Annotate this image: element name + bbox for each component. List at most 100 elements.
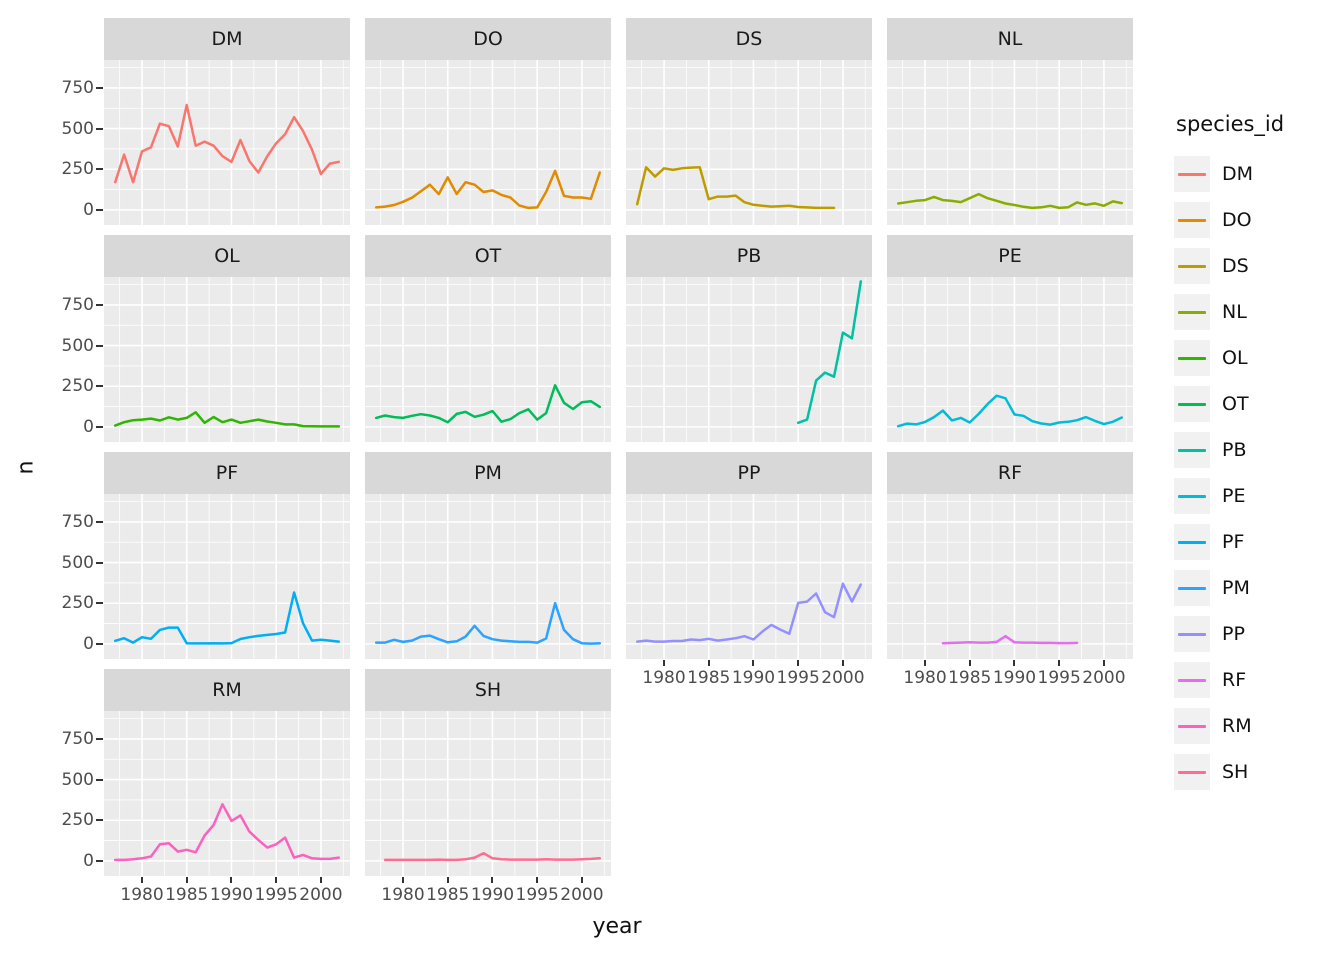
legend-label: PM — [1222, 577, 1250, 599]
facet-strip-OT: OT — [365, 235, 611, 277]
panel-PP — [626, 494, 872, 659]
x-tick-label: 1980 — [903, 668, 947, 688]
legend-item-DO: DO — [1174, 202, 1340, 238]
x-tick-mark — [141, 877, 144, 883]
legend-key-swatch — [1174, 202, 1210, 238]
y-tick-label: 250 — [61, 376, 94, 397]
legend-label: SH — [1222, 761, 1249, 783]
legend-key-swatch — [1174, 156, 1210, 192]
y-tick-label: 750 — [61, 77, 94, 98]
legend-label: OL — [1222, 347, 1248, 369]
series-line-PP — [635, 582, 863, 643]
x-tick-label: 1990 — [731, 668, 776, 688]
panel-RM — [104, 711, 350, 876]
series-line-DS — [635, 166, 836, 210]
y-tick-mark — [96, 127, 103, 130]
legend-key-swatch — [1174, 294, 1210, 330]
x-tick-mark — [1102, 660, 1105, 666]
y-tick-mark — [96, 602, 103, 605]
x-tick-label: 1980 — [642, 668, 686, 688]
legend-label: PF — [1222, 531, 1245, 553]
panel-SH — [365, 711, 611, 876]
legend-item-OL: OL — [1174, 340, 1340, 376]
legend-item-DM: DM — [1174, 156, 1340, 192]
y-tick-mark — [96, 86, 103, 89]
legend-line-icon — [1178, 724, 1206, 728]
legend-item-PM: PM — [1174, 570, 1340, 606]
x-tick-mark — [580, 877, 583, 883]
panel-NL — [887, 60, 1133, 225]
x-tick-label: 1995 — [254, 885, 298, 905]
series-line-DO — [374, 169, 602, 210]
legend-key-swatch — [1174, 616, 1210, 652]
panel-OT — [365, 277, 611, 442]
legend-label: RM — [1222, 715, 1252, 737]
legend-label: DO — [1222, 209, 1252, 231]
y-tick-label: 250 — [61, 593, 94, 614]
legend-label: OT — [1222, 393, 1249, 415]
legend-label: PP — [1222, 623, 1245, 645]
facet-strip-OL: OL — [104, 235, 350, 277]
y-tick-mark — [96, 425, 103, 428]
y-tick-mark — [96, 168, 103, 171]
x-tick-mark — [968, 660, 971, 666]
y-tick-mark — [96, 561, 103, 564]
legend-item-RM: RM — [1174, 708, 1340, 744]
x-tick-label: 1995 — [1037, 668, 1081, 688]
facet-strip-RF: RF — [887, 452, 1133, 494]
y-tick-label: 500 — [61, 769, 94, 790]
legend-label: NL — [1222, 301, 1247, 323]
facet-strip-PE: PE — [887, 235, 1133, 277]
x-tick-label: 2000 — [560, 885, 604, 905]
legend-item-SH: SH — [1174, 754, 1340, 790]
facet-strip-PB: PB — [626, 235, 872, 277]
legend-line-icon — [1178, 586, 1206, 590]
x-tick-mark — [707, 660, 710, 666]
legend-line-icon — [1178, 264, 1206, 268]
y-axis-title: n — [13, 460, 39, 475]
panel-PM — [365, 494, 611, 659]
y-tick-mark — [96, 778, 103, 781]
panel-PF — [104, 494, 350, 659]
y-tick-mark — [96, 737, 103, 740]
series-line-PB — [796, 280, 863, 425]
x-tick-label: 1985 — [948, 668, 992, 688]
legend: species_id DM DO DS NL OL OT PB PE PF PM PP RF RM SH — [1174, 112, 1340, 790]
legend-line-icon — [1178, 172, 1206, 176]
y-tick-label: 0 — [83, 199, 94, 220]
y-tick-label: 750 — [61, 511, 94, 532]
y-tick-label: 0 — [83, 633, 94, 654]
y-tick-label: 750 — [61, 294, 94, 315]
legend-line-icon — [1178, 402, 1206, 406]
legend-items: DM DO DS NL OL OT PB PE PF PM PP RF RM SH — [1174, 156, 1340, 790]
legend-label: PE — [1222, 485, 1246, 507]
legend-line-icon — [1178, 540, 1206, 544]
series-line-OL — [113, 411, 341, 428]
legend-label: DM — [1222, 163, 1254, 185]
y-tick-label: 500 — [61, 552, 94, 573]
x-tick-mark — [275, 877, 278, 883]
x-tick-mark — [924, 660, 927, 666]
legend-key-swatch — [1174, 524, 1210, 560]
x-tick-mark — [446, 877, 449, 883]
legend-item-PB: PB — [1174, 432, 1340, 468]
x-tick-label: 1995 — [515, 885, 559, 905]
facet-strip-RM: RM — [104, 669, 350, 711]
panel-DO — [365, 60, 611, 225]
y-tick-mark — [96, 208, 103, 211]
series-line-RM — [113, 803, 341, 862]
facet-strip-DS: DS — [626, 18, 872, 60]
legend-line-icon — [1178, 310, 1206, 314]
y-tick-mark — [96, 385, 103, 388]
legend-line-icon — [1178, 678, 1206, 682]
series-line-PF — [113, 591, 341, 645]
legend-key-swatch — [1174, 570, 1210, 606]
x-tick-label: 2000 — [299, 885, 343, 905]
series-line-DM — [113, 103, 341, 184]
x-tick-label: 1985 — [426, 885, 470, 905]
series-line-PM — [374, 601, 602, 645]
y-tick-mark — [96, 642, 103, 645]
series-line-PE — [896, 394, 1124, 428]
panel-OL — [104, 277, 350, 442]
y-tick-label: 500 — [61, 118, 94, 139]
